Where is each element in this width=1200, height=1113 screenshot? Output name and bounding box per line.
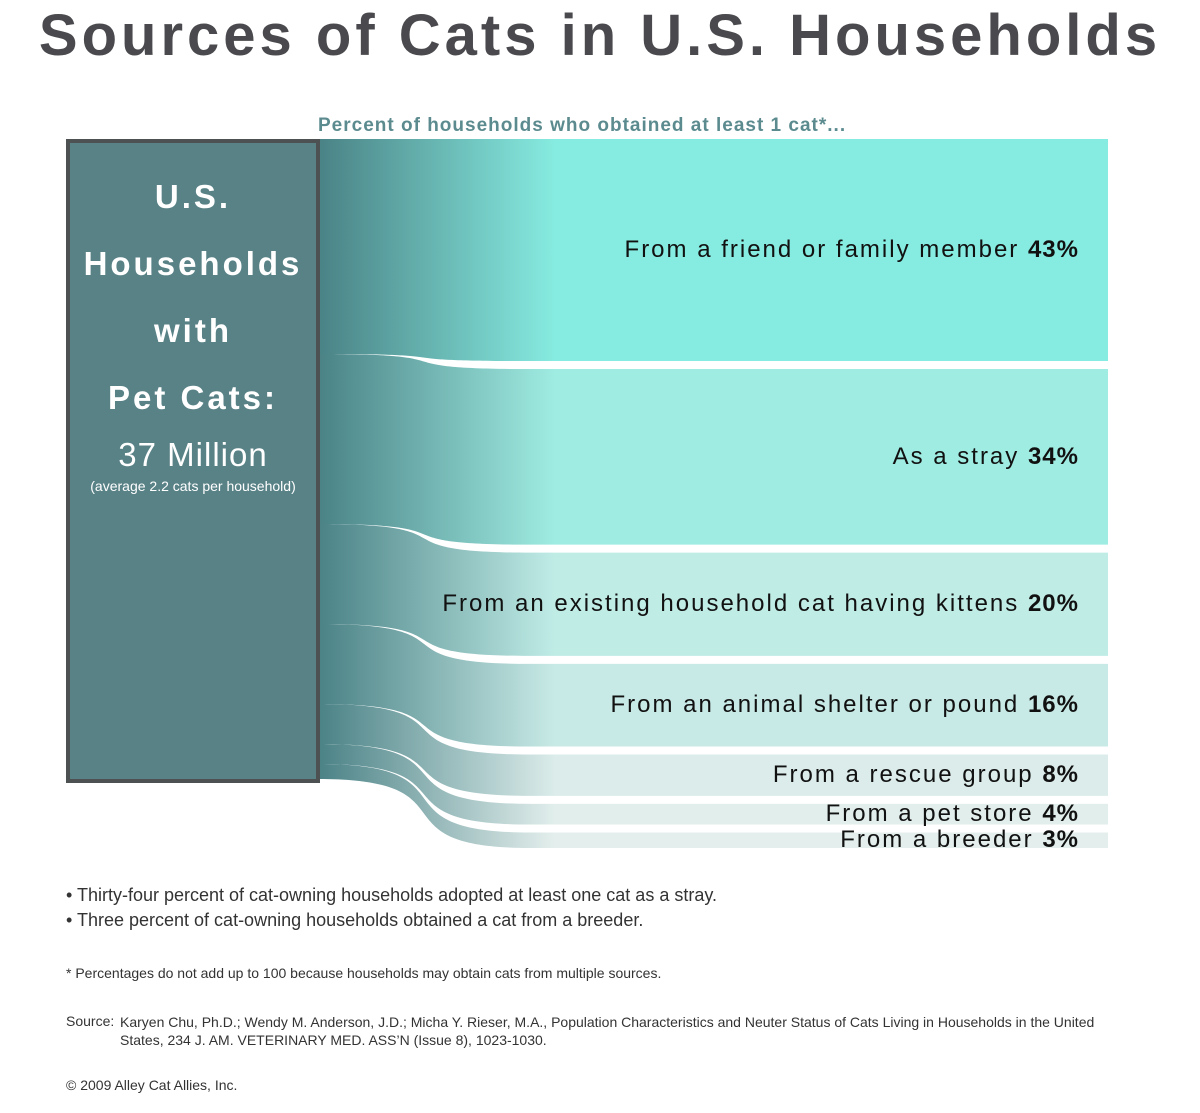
- bar-category: From a rescue group: [772, 761, 1043, 789]
- bar-category: From a friend or family member: [624, 236, 1028, 264]
- flow-band: [318, 744, 1108, 825]
- source-text: Karyen Chu, Ph.D.; Wendy M. Anderson, J.…: [120, 1014, 1095, 1048]
- households-line-1: U.S.: [154, 178, 232, 215]
- households-line-4: Pet Cats:: [107, 379, 279, 416]
- households-line-2: Households: [83, 245, 303, 282]
- chart-subtitle: Percent of households who obtained at le…: [318, 115, 847, 136]
- households-total: 37 Million: [118, 436, 268, 473]
- flow-band: [318, 764, 1108, 848]
- bar-category: From a pet store: [825, 800, 1043, 828]
- bar-label: From a rescue group 8%: [773, 761, 1079, 789]
- households-box: U.S. Households with Pet Cats: 37 Millio…: [66, 139, 320, 783]
- bar-value: 34%: [1027, 442, 1079, 470]
- sankey-chart: [318, 139, 1108, 848]
- bar-label: As a stray 34%: [893, 443, 1079, 471]
- bar-value: 20%: [1027, 590, 1079, 618]
- bar-value: 4%: [1042, 800, 1079, 828]
- bar-category: From an animal shelter or pound: [610, 691, 1028, 719]
- source: Source: Karyen Chu, Ph.D.; Wendy M. Ande…: [66, 1013, 1110, 1049]
- note-item: • Thirty-four percent of cat-owning hous…: [66, 885, 718, 905]
- flow-group: [318, 139, 1108, 848]
- bar-label: From an animal shelter or pound 16%: [610, 691, 1079, 719]
- flow-band: [318, 624, 1108, 747]
- bar-category: From a breeder: [840, 826, 1043, 854]
- source-label: Source:: [66, 1013, 115, 1029]
- flow-band: [318, 704, 1108, 796]
- bar-category: From an existing household cat having ki…: [442, 590, 1028, 618]
- households-line-3: with: [154, 312, 232, 349]
- notes: • Thirty-four percent of cat-owning hous…: [66, 883, 717, 933]
- bar-label: From a pet store 4%: [826, 800, 1079, 828]
- bar-category: As a stray: [892, 442, 1028, 470]
- bar-value: 3%: [1042, 826, 1079, 854]
- bar-label: From an existing household cat having ki…: [442, 590, 1079, 618]
- bar-value: 16%: [1027, 691, 1079, 719]
- households-average: (average 2.2 cats per household): [90, 478, 296, 494]
- flow-band: [318, 524, 1108, 656]
- bar-value: 43%: [1027, 236, 1079, 264]
- footnote: * Percentages do not add up to 100 becau…: [66, 965, 662, 981]
- flow-band: [318, 354, 1108, 545]
- copyright: © 2009 Alley Cat Allies, Inc.: [66, 1077, 238, 1093]
- chart-title: Sources of Cats in U.S. Households: [38, 3, 1162, 68]
- flow-band: [318, 139, 1108, 362]
- bar-label: From a friend or family member 43%: [625, 236, 1079, 264]
- bar-label: From a breeder 3%: [840, 826, 1079, 854]
- note-item: • Three percent of cat-owning households…: [66, 910, 644, 930]
- bar-value: 8%: [1042, 761, 1079, 789]
